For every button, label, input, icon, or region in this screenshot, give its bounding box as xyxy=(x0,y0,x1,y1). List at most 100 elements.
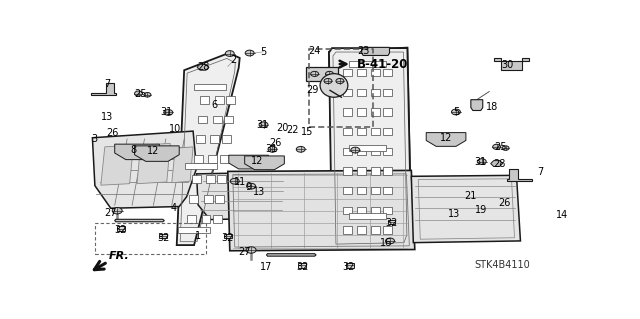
Bar xyxy=(344,108,352,116)
Text: 29: 29 xyxy=(306,85,318,95)
Polygon shape xyxy=(134,146,179,161)
Bar xyxy=(383,69,392,76)
Bar xyxy=(178,227,210,233)
Text: 9: 9 xyxy=(246,182,252,192)
Ellipse shape xyxy=(144,93,151,97)
Bar xyxy=(344,187,352,194)
Text: 30: 30 xyxy=(501,60,514,70)
Ellipse shape xyxy=(268,146,277,152)
Polygon shape xyxy=(91,83,116,95)
Text: 31: 31 xyxy=(475,157,487,167)
Polygon shape xyxy=(197,64,209,70)
Bar xyxy=(383,89,392,96)
Text: 7: 7 xyxy=(537,167,543,177)
Text: 8: 8 xyxy=(131,145,136,155)
Ellipse shape xyxy=(324,78,332,84)
Polygon shape xyxy=(115,219,164,222)
Bar xyxy=(349,61,387,67)
Polygon shape xyxy=(177,53,240,245)
Bar xyxy=(344,89,352,96)
Bar xyxy=(357,89,366,96)
Ellipse shape xyxy=(246,183,255,189)
Bar xyxy=(187,215,196,223)
Bar xyxy=(185,163,217,169)
Bar xyxy=(344,69,352,76)
Bar xyxy=(357,226,366,234)
Bar xyxy=(371,187,380,194)
Text: 32: 32 xyxy=(157,233,170,243)
Text: 5: 5 xyxy=(453,107,459,117)
Ellipse shape xyxy=(502,146,509,150)
Bar xyxy=(383,206,392,214)
Text: 16: 16 xyxy=(380,238,393,249)
Bar xyxy=(371,148,380,155)
Text: 10: 10 xyxy=(169,124,181,134)
Polygon shape xyxy=(426,133,466,146)
Text: FR.: FR. xyxy=(109,251,129,261)
Bar xyxy=(193,84,226,91)
Text: 32: 32 xyxy=(115,225,127,235)
Text: 32: 32 xyxy=(342,262,355,272)
Polygon shape xyxy=(494,58,529,70)
Bar xyxy=(226,96,235,104)
Ellipse shape xyxy=(245,50,254,56)
Text: 31: 31 xyxy=(161,108,173,117)
Text: 25: 25 xyxy=(134,89,147,99)
Ellipse shape xyxy=(259,122,268,128)
Bar xyxy=(196,136,205,143)
Bar xyxy=(222,136,230,143)
Bar xyxy=(206,175,215,183)
Text: 21: 21 xyxy=(465,191,477,201)
Bar xyxy=(371,69,380,76)
Bar xyxy=(383,128,392,135)
Ellipse shape xyxy=(296,146,305,152)
Text: 27: 27 xyxy=(239,248,251,257)
Text: 22: 22 xyxy=(286,125,298,135)
Bar xyxy=(349,213,387,219)
Polygon shape xyxy=(244,156,284,170)
Bar xyxy=(357,69,366,76)
Bar xyxy=(371,108,380,116)
Ellipse shape xyxy=(134,91,143,96)
Bar xyxy=(95,223,207,255)
Polygon shape xyxy=(101,145,134,185)
Text: 1: 1 xyxy=(195,231,201,241)
Polygon shape xyxy=(471,100,483,110)
Text: 12: 12 xyxy=(147,146,159,156)
Ellipse shape xyxy=(310,71,319,77)
Text: 25: 25 xyxy=(494,142,507,152)
Bar xyxy=(344,148,352,155)
Text: 14: 14 xyxy=(556,210,568,220)
Text: 12: 12 xyxy=(252,156,264,166)
Ellipse shape xyxy=(225,51,234,56)
Bar xyxy=(309,49,372,127)
Text: 13: 13 xyxy=(253,187,266,197)
Bar xyxy=(224,234,232,239)
Bar xyxy=(159,234,167,239)
Bar xyxy=(357,206,366,214)
Bar xyxy=(357,167,366,174)
Bar xyxy=(198,115,207,123)
Bar xyxy=(357,187,366,194)
Polygon shape xyxy=(329,48,412,247)
Ellipse shape xyxy=(477,159,486,165)
Polygon shape xyxy=(329,48,412,248)
Bar xyxy=(200,96,209,104)
Bar xyxy=(218,175,227,183)
Text: 26: 26 xyxy=(498,198,510,208)
Bar xyxy=(215,195,224,203)
Text: 32: 32 xyxy=(385,218,397,228)
Polygon shape xyxy=(412,175,520,243)
Polygon shape xyxy=(228,170,415,251)
Bar xyxy=(344,128,352,135)
Text: 11: 11 xyxy=(234,177,246,187)
Text: 5: 5 xyxy=(260,47,267,57)
Bar xyxy=(191,175,200,183)
Ellipse shape xyxy=(336,78,344,84)
Polygon shape xyxy=(137,144,170,184)
Bar xyxy=(371,89,380,96)
Ellipse shape xyxy=(493,144,500,149)
Text: 32: 32 xyxy=(296,262,308,272)
Text: 31: 31 xyxy=(265,144,277,154)
Ellipse shape xyxy=(246,247,256,253)
